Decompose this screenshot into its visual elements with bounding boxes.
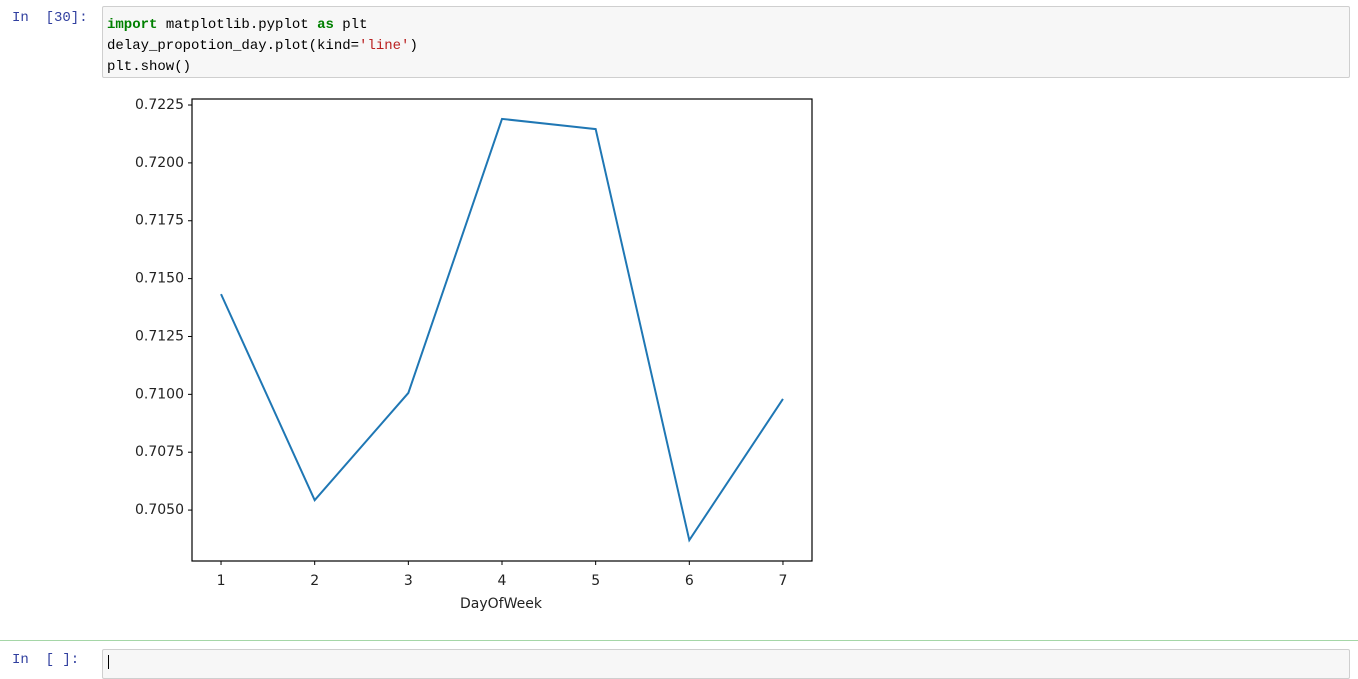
x-tick-label: 1 xyxy=(217,573,226,589)
y-tick-label: 0.7100 xyxy=(135,386,184,402)
x-axis-label: DayOfWeek xyxy=(460,596,543,612)
cell-separator xyxy=(0,640,1358,641)
x-tick-label: 3 xyxy=(404,573,413,589)
y-tick-label: 0.7175 xyxy=(135,213,184,229)
code-token: matplotlib.pyplot xyxy=(157,17,318,33)
x-tick-label: 6 xyxy=(685,573,694,589)
chart: DayOfWeek 0.7050 0.7075 0.7100 0.7125 0.7150… xyxy=(135,97,813,612)
code: import matplotlib.pyplot as plt delay_pr… xyxy=(103,7,1349,78)
code-token: plt.show() xyxy=(107,59,192,75)
cell-prompt: In [ ]: xyxy=(12,652,80,668)
y-tick-label: 0.7200 xyxy=(135,155,184,171)
notebook: In [30]: import matplotlib.pyplot as plt… xyxy=(0,6,1358,679)
x-tick-label: 2 xyxy=(310,573,319,589)
code-token: delay_propotion_day.plot(kind= xyxy=(107,38,360,54)
y-tick-label: 0.7225 xyxy=(135,97,184,113)
data-line xyxy=(220,117,784,543)
code-cell[interactable] xyxy=(102,649,1350,679)
y-tick-label: 0.7075 xyxy=(135,444,184,460)
code-cell[interactable]: import matplotlib.pyplot as plt delay_pr… xyxy=(102,6,1350,78)
code-token: ) xyxy=(409,38,418,54)
y-tick-label: 0.7150 xyxy=(135,271,184,287)
x-tick-label: 5 xyxy=(591,573,600,589)
x-tick-label: 4 xyxy=(498,573,507,589)
x-tick-label: 7 xyxy=(779,573,788,589)
y-tick-label: 0.7125 xyxy=(135,328,184,344)
plot-frame xyxy=(191,98,813,562)
code-token: plt xyxy=(333,17,368,33)
cursor xyxy=(108,655,109,669)
cell-prompt: In [30]: xyxy=(12,10,88,26)
y-tick-label: 0.7050 xyxy=(135,502,184,518)
code-token: 'line' xyxy=(359,38,410,54)
code-token: import xyxy=(107,17,158,33)
code-token: as xyxy=(317,17,334,33)
